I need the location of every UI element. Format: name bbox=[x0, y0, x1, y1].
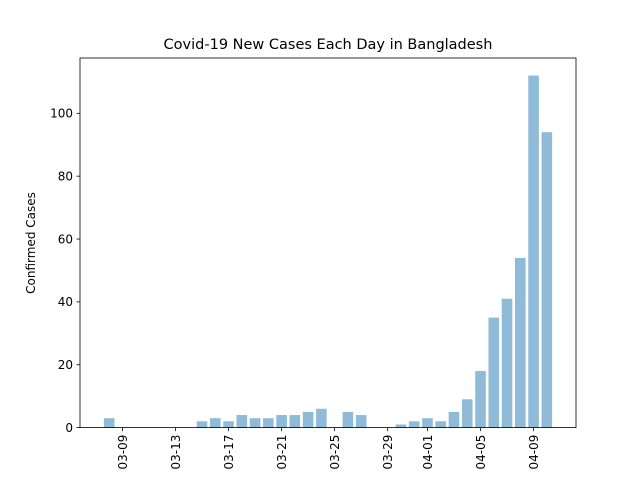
y-tick-label: 20 bbox=[58, 358, 73, 372]
x-tick-label: 03-13 bbox=[169, 435, 183, 470]
bar-03-22 bbox=[289, 415, 301, 428]
bar-03-18 bbox=[236, 415, 248, 428]
y-tick-label: 0 bbox=[65, 421, 73, 435]
bar-04-02 bbox=[435, 421, 447, 428]
bar-04-07 bbox=[501, 298, 513, 428]
bar-03-23 bbox=[302, 411, 314, 428]
x-tick-label: 03-17 bbox=[222, 435, 236, 470]
bar-03-17 bbox=[223, 421, 234, 428]
bar-03-08 bbox=[103, 418, 115, 428]
bar-03-15 bbox=[196, 421, 208, 428]
bar-04-05 bbox=[475, 371, 486, 428]
chart-title: Covid-19 New Cases Each Day in Banglades… bbox=[164, 37, 493, 53]
bar-03-27 bbox=[355, 415, 367, 428]
x-tick-label: 03-25 bbox=[328, 435, 342, 470]
bars bbox=[103, 75, 553, 428]
x-axis: 03-09 03-13 03-17 03-21 03-25 03-29 04-01 04-05… bbox=[116, 427, 541, 470]
x-tick-label: 03-21 bbox=[275, 435, 289, 470]
y-tick-label: 40 bbox=[58, 295, 73, 309]
bar-04-10 bbox=[541, 132, 553, 428]
x-tick-label: 04-05 bbox=[474, 435, 488, 470]
bar-03-30 bbox=[395, 424, 407, 428]
bar-04-08 bbox=[514, 257, 526, 428]
bar-03-21 bbox=[276, 415, 287, 428]
bar-04-06 bbox=[488, 317, 500, 428]
x-tick-label: 04-09 bbox=[527, 435, 541, 470]
y-tick-label: 60 bbox=[58, 232, 73, 246]
x-tick-label: 03-29 bbox=[381, 435, 395, 470]
bar-04-03 bbox=[448, 411, 460, 428]
bar-03-19 bbox=[249, 418, 261, 428]
y-axis: 0 20 40 60 80 100 bbox=[50, 107, 80, 435]
x-tick-label: 03-09 bbox=[116, 435, 130, 470]
bar-04-04 bbox=[461, 399, 473, 428]
bar-03-24 bbox=[316, 408, 327, 428]
bar-04-01 bbox=[422, 418, 433, 428]
x-tick-label: 04-01 bbox=[421, 435, 435, 470]
bar-03-26 bbox=[342, 411, 354, 428]
bar-04-09 bbox=[528, 75, 539, 428]
bar-03-20 bbox=[263, 418, 274, 428]
bar-03-16 bbox=[209, 418, 221, 428]
y-tick-label: 100 bbox=[50, 107, 73, 121]
y-tick-label: 80 bbox=[58, 169, 73, 183]
plot-frame bbox=[79, 57, 577, 429]
y-axis-label: Confirmed Cases bbox=[24, 192, 38, 294]
bar-03-31 bbox=[408, 421, 420, 428]
